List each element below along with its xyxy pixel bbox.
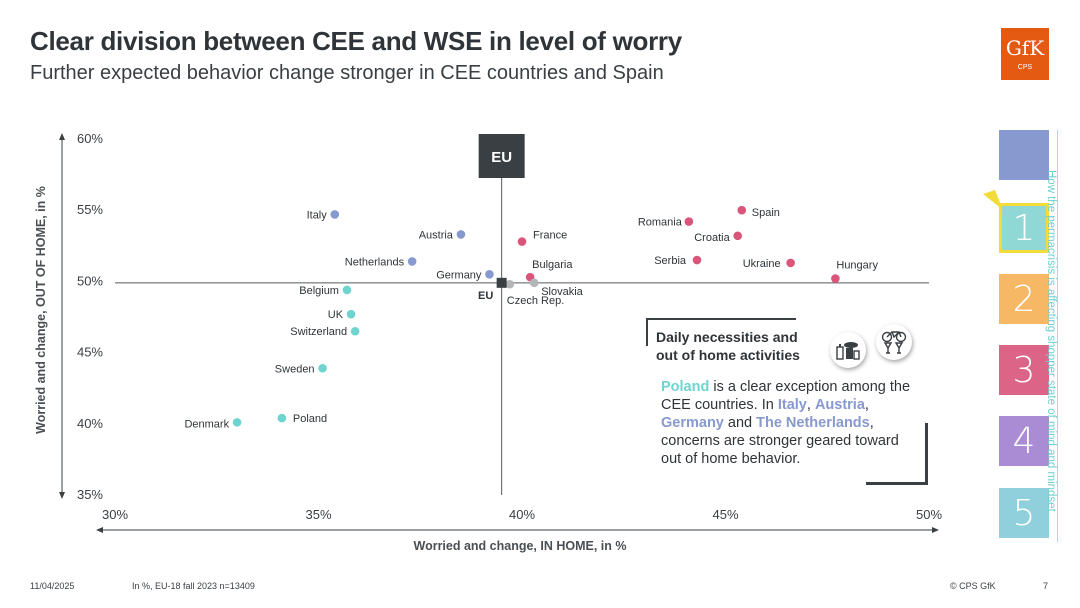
footer-copyright: © CPS GfK bbox=[950, 581, 996, 591]
point-label-austria: Austria bbox=[419, 229, 454, 241]
y-axis-arrow-up-icon bbox=[59, 133, 65, 140]
info-text-3: , bbox=[864, 397, 869, 413]
point-uk bbox=[346, 309, 356, 319]
y-tick-label: 50% bbox=[77, 273, 103, 288]
eu-reference-marker bbox=[496, 277, 507, 288]
highlight-netherlands: The Netherlands bbox=[756, 415, 870, 431]
eu-reference-box-label: EU bbox=[491, 149, 512, 166]
point-label-ukraine: Ukraine bbox=[743, 258, 781, 270]
eu-reference-box bbox=[478, 134, 525, 178]
highlight-italy: Italy bbox=[777, 397, 807, 413]
point-italy bbox=[330, 210, 340, 219]
x-tick-label: 30% bbox=[102, 507, 128, 522]
y-tick-label: 55% bbox=[77, 202, 103, 217]
y-axis-arrow-down-icon bbox=[59, 492, 65, 499]
logo-subtext: CPS bbox=[1017, 64, 1033, 71]
info-box-body: Poland is a clear exception among the CE… bbox=[661, 378, 921, 468]
point-label-italy: Italy bbox=[307, 209, 328, 221]
y-tick-label: 45% bbox=[77, 345, 103, 360]
point-label-belgium: Belgium bbox=[299, 285, 339, 297]
footer-page-number: 7 bbox=[1043, 581, 1049, 591]
section-box-2[interactable]: 2 bbox=[999, 274, 1049, 324]
info-box-corner-bottom-right bbox=[866, 423, 928, 485]
point-hungary bbox=[831, 274, 840, 283]
point-label-uk: UK bbox=[328, 309, 344, 321]
footer-note: In %, EU-18 fall 2023 n=13409 bbox=[132, 581, 255, 591]
active-section-pointer-icon bbox=[983, 190, 1003, 210]
point-label-netherlands: Netherlands bbox=[345, 256, 405, 268]
point-spain bbox=[737, 205, 747, 215]
footer-date: 11/04/2025 bbox=[30, 581, 75, 591]
info-heading-line-2: out of home activities bbox=[656, 347, 800, 363]
x-tick-label: 35% bbox=[305, 507, 331, 522]
info-text-5: , concerns are stronger geared toward ou… bbox=[661, 415, 899, 467]
eu-reference-label: EU bbox=[478, 290, 493, 302]
bike-and-drinks-icon bbox=[876, 324, 912, 360]
point-austria bbox=[456, 230, 466, 239]
point-label-france: France bbox=[533, 230, 567, 242]
info-box-corner-top-left bbox=[646, 318, 796, 346]
gfk-logo: GfK CPS bbox=[1001, 28, 1049, 80]
groceries-icon bbox=[830, 332, 866, 368]
point-label-germany: Germany bbox=[436, 269, 482, 281]
page-title: Clear division between CEE and WSE in le… bbox=[30, 26, 682, 56]
info-heading-line-1: Daily necessities and bbox=[656, 329, 798, 345]
point-czech-rep bbox=[505, 279, 515, 289]
section-box-1[interactable]: 1 bbox=[999, 203, 1049, 253]
sidebar-caption-text: How the permacrisis is affecting shopper… bbox=[1045, 170, 1057, 512]
x-tick-label: 40% bbox=[509, 507, 535, 522]
section-box-3[interactable]: 3 bbox=[999, 345, 1049, 395]
point-label-serbia: Serbia bbox=[654, 255, 687, 267]
section-box-overview[interactable] bbox=[999, 130, 1049, 180]
highlight-germany: Germany bbox=[661, 415, 724, 431]
point-germany bbox=[485, 269, 494, 279]
info-text-4: and bbox=[723, 415, 757, 431]
section-box-5[interactable]: 5 bbox=[999, 488, 1049, 538]
point-label-spain: Spain bbox=[752, 207, 780, 219]
y-tick-label: 35% bbox=[77, 487, 103, 502]
info-box: Daily necessities and out of home activi… bbox=[646, 318, 928, 485]
point-label-croatia: Croatia bbox=[694, 232, 730, 244]
point-sweden bbox=[318, 363, 327, 373]
y-axis-title: Worried and change, OUT OF HOME, in % bbox=[34, 186, 48, 434]
point-ukraine bbox=[786, 258, 795, 268]
x-tick-label: 50% bbox=[916, 507, 942, 522]
x-axis-title: Worried and change, IN HOME, in % bbox=[414, 539, 627, 553]
point-label-denmark: Denmark bbox=[184, 418, 229, 430]
point-label-slovakia: Slovakia bbox=[541, 286, 583, 298]
point-romania bbox=[684, 217, 694, 226]
point-label-poland: Poland bbox=[293, 413, 327, 425]
y-tick-label: 40% bbox=[77, 416, 103, 431]
logo-text: GfK bbox=[1005, 36, 1045, 60]
section-box-4[interactable]: 4 bbox=[999, 416, 1049, 466]
point-denmark bbox=[232, 418, 242, 427]
page-subtitle: Further expected behavior change stronge… bbox=[30, 62, 664, 84]
point-label-hungary: Hungary bbox=[836, 260, 878, 272]
point-label-czech-rep: Czech Rep. bbox=[507, 295, 564, 307]
point-serbia bbox=[692, 255, 702, 265]
info-box-heading: Daily necessities and out of home activi… bbox=[656, 328, 800, 364]
x-axis-arrow-right-icon bbox=[932, 527, 939, 533]
x-axis-arrow-left-icon bbox=[96, 527, 103, 533]
point-croatia bbox=[733, 231, 743, 241]
x-tick-label: 45% bbox=[712, 507, 738, 522]
info-text-2: , bbox=[806, 397, 815, 413]
point-belgium bbox=[342, 285, 352, 295]
point-label-bulgaria: Bulgaria bbox=[532, 259, 573, 271]
highlight-austria: Austria bbox=[814, 397, 865, 413]
y-tick-label: 60% bbox=[77, 131, 103, 146]
point-label-romania: Romania bbox=[638, 217, 683, 229]
point-label-switzerland: Switzerland bbox=[290, 326, 347, 338]
point-slovakia bbox=[529, 278, 539, 288]
point-netherlands bbox=[407, 257, 417, 266]
sidebar-divider bbox=[1057, 130, 1058, 542]
info-text-1: is a clear exception among the CEE count… bbox=[661, 379, 911, 413]
highlight-poland: Poland bbox=[661, 379, 710, 395]
point-poland bbox=[277, 413, 287, 423]
point-switzerland bbox=[350, 326, 360, 336]
point-label-sweden: Sweden bbox=[275, 363, 315, 375]
point-france bbox=[517, 237, 527, 246]
